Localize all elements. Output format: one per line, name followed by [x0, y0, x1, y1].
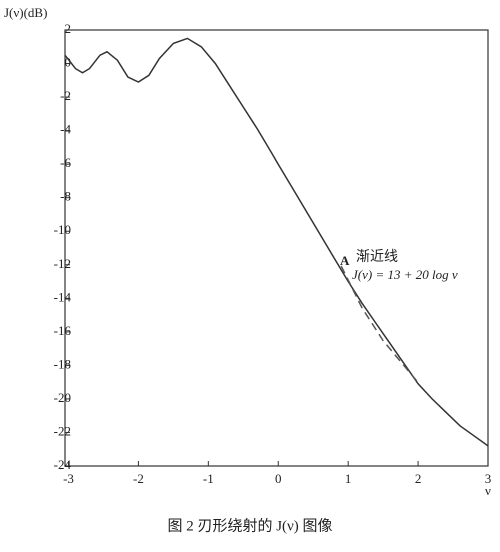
x-tick-label: 3 — [485, 471, 492, 486]
caption: 图 2 刃形绕射的 J(ν) 图像 — [167, 517, 332, 534]
x-tick-label: 2 — [415, 471, 422, 486]
x-tick-label: 1 — [345, 471, 352, 486]
y-tick-label: -10 — [54, 222, 71, 237]
y-tick-label: -16 — [54, 323, 72, 338]
y-tick-label: -22 — [54, 423, 71, 438]
y-tick-label: -12 — [54, 256, 71, 271]
x-tick-label: -1 — [203, 471, 214, 486]
y-tick-label: -4 — [60, 122, 71, 137]
y-tick-label: 2 — [65, 21, 72, 36]
y-tick-label: -6 — [60, 155, 71, 170]
y-tick-label: -20 — [54, 390, 71, 405]
annotation: 渐近线 — [356, 249, 398, 265]
x-tick-label: -3 — [63, 471, 74, 486]
y-axis-label: J(ν)(dB) — [4, 5, 47, 20]
plot-frame — [64, 29, 489, 467]
y-tick-label: 0 — [65, 55, 72, 70]
annotation: A — [340, 253, 350, 268]
series-line — [340, 265, 419, 383]
x-tick-label: -2 — [133, 471, 144, 486]
y-tick-label: -18 — [54, 356, 71, 371]
y-tick-label: -14 — [54, 289, 72, 304]
x-axis-label: ν — [485, 483, 491, 498]
y-tick-label: -2 — [60, 88, 71, 103]
annotation: J(ν) = 13 + 20 log ν — [352, 267, 458, 282]
y-tick-label: -24 — [54, 457, 72, 472]
x-tick-label: 0 — [275, 471, 282, 486]
series-line — [64, 37, 489, 447]
y-tick-label: -8 — [60, 189, 71, 204]
